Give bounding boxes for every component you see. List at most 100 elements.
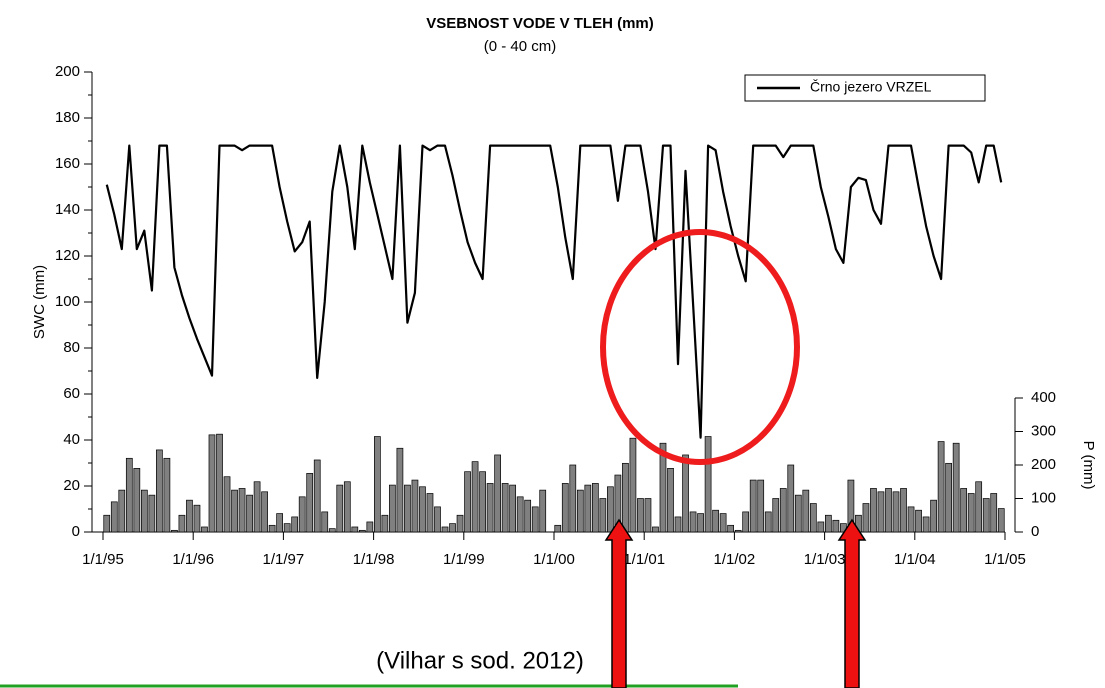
bar bbox=[975, 481, 983, 533]
bar bbox=[945, 462, 952, 533]
y-tick-label: 100 bbox=[55, 293, 80, 310]
bar bbox=[990, 493, 998, 533]
bar bbox=[471, 461, 479, 533]
bar bbox=[524, 499, 532, 533]
bar bbox=[539, 489, 547, 533]
bar bbox=[125, 457, 133, 533]
x-tick-label: 1/1/01 bbox=[623, 551, 665, 568]
x-tick-label: 1/1/05 bbox=[984, 551, 1026, 568]
bar bbox=[704, 436, 712, 533]
bar bbox=[576, 489, 584, 533]
x-tick-label: 1/1/95 bbox=[82, 551, 124, 568]
bar bbox=[291, 516, 299, 533]
bar bbox=[779, 488, 787, 533]
bar bbox=[389, 484, 396, 533]
bar bbox=[238, 488, 246, 533]
bar bbox=[892, 491, 900, 533]
y2-axis-label: P (mm) bbox=[1080, 441, 1097, 490]
bar bbox=[659, 442, 667, 533]
bar bbox=[140, 489, 148, 533]
bar bbox=[246, 494, 253, 533]
bar bbox=[486, 483, 494, 533]
bar bbox=[727, 524, 734, 533]
bar bbox=[952, 442, 960, 533]
bar bbox=[607, 486, 614, 533]
bar bbox=[719, 513, 727, 533]
bar bbox=[960, 488, 968, 533]
bar bbox=[479, 471, 486, 533]
x-tick-label: 1/1/02 bbox=[714, 551, 756, 568]
y-tick-label: 160 bbox=[55, 155, 80, 172]
bar bbox=[148, 494, 156, 533]
bar bbox=[682, 454, 689, 533]
chart-subtitle: (0 - 40 cm) bbox=[484, 38, 557, 55]
bar bbox=[509, 484, 517, 533]
bar bbox=[268, 524, 276, 533]
y2-tick-label: 200 bbox=[1031, 456, 1056, 473]
bar bbox=[757, 479, 765, 533]
arrow bbox=[837, 518, 867, 688]
bar bbox=[652, 526, 659, 533]
bar bbox=[276, 513, 283, 533]
bar bbox=[794, 494, 802, 533]
bar bbox=[734, 529, 742, 533]
bar bbox=[584, 484, 592, 533]
bar bbox=[922, 516, 930, 533]
bar bbox=[163, 457, 171, 533]
y2-tick-label: 400 bbox=[1031, 389, 1056, 406]
bar bbox=[997, 508, 1005, 533]
x-tick-label: 1/1/00 bbox=[533, 551, 575, 568]
bar bbox=[809, 503, 817, 533]
bar bbox=[201, 526, 208, 533]
y-axis-label: SWC (mm) bbox=[31, 265, 48, 339]
bar bbox=[697, 513, 704, 533]
bar bbox=[764, 511, 772, 533]
bar bbox=[501, 483, 509, 533]
bar bbox=[832, 519, 840, 533]
x-tick-label: 1/1/98 bbox=[353, 551, 395, 568]
y2-tick-label: 100 bbox=[1031, 489, 1056, 506]
bar bbox=[419, 486, 426, 533]
bar bbox=[742, 511, 750, 533]
bar bbox=[381, 514, 389, 533]
y-tick-label: 140 bbox=[55, 201, 80, 218]
bar bbox=[674, 516, 682, 533]
bar bbox=[900, 488, 907, 533]
bar bbox=[802, 489, 810, 533]
bar bbox=[336, 484, 344, 533]
bar bbox=[712, 509, 719, 533]
bar bbox=[622, 462, 629, 533]
bar bbox=[298, 496, 306, 533]
y-tick-label: 40 bbox=[63, 431, 80, 448]
bar bbox=[667, 468, 674, 533]
bar bbox=[103, 514, 111, 533]
x-tick-label: 1/1/96 bbox=[172, 551, 214, 568]
bar bbox=[937, 441, 945, 533]
bar bbox=[877, 491, 885, 533]
y-tick-label: 80 bbox=[63, 339, 80, 356]
bar bbox=[434, 506, 441, 533]
bar bbox=[907, 506, 915, 533]
bar bbox=[321, 511, 329, 533]
bar bbox=[862, 503, 870, 533]
y-tick-label: 20 bbox=[63, 477, 80, 494]
bar bbox=[561, 483, 569, 533]
x-tick-label: 1/1/99 bbox=[443, 551, 485, 568]
bar bbox=[629, 437, 637, 533]
bar bbox=[426, 493, 434, 533]
plot-area: 0 20 40 60 80 100 120 140 160 180 200 0 100 200 300 400… bbox=[55, 63, 1056, 568]
bar bbox=[110, 501, 118, 533]
bar bbox=[186, 499, 193, 533]
y2-tick-label: 0 bbox=[1031, 523, 1039, 540]
bar bbox=[328, 528, 336, 533]
bar bbox=[133, 468, 141, 533]
bar bbox=[644, 498, 652, 533]
bar bbox=[358, 529, 366, 533]
bar bbox=[456, 514, 464, 533]
bar bbox=[253, 481, 261, 533]
bar bbox=[885, 488, 892, 533]
bar bbox=[749, 479, 757, 533]
bar bbox=[772, 498, 780, 533]
y-tick-label: 200 bbox=[55, 63, 80, 80]
